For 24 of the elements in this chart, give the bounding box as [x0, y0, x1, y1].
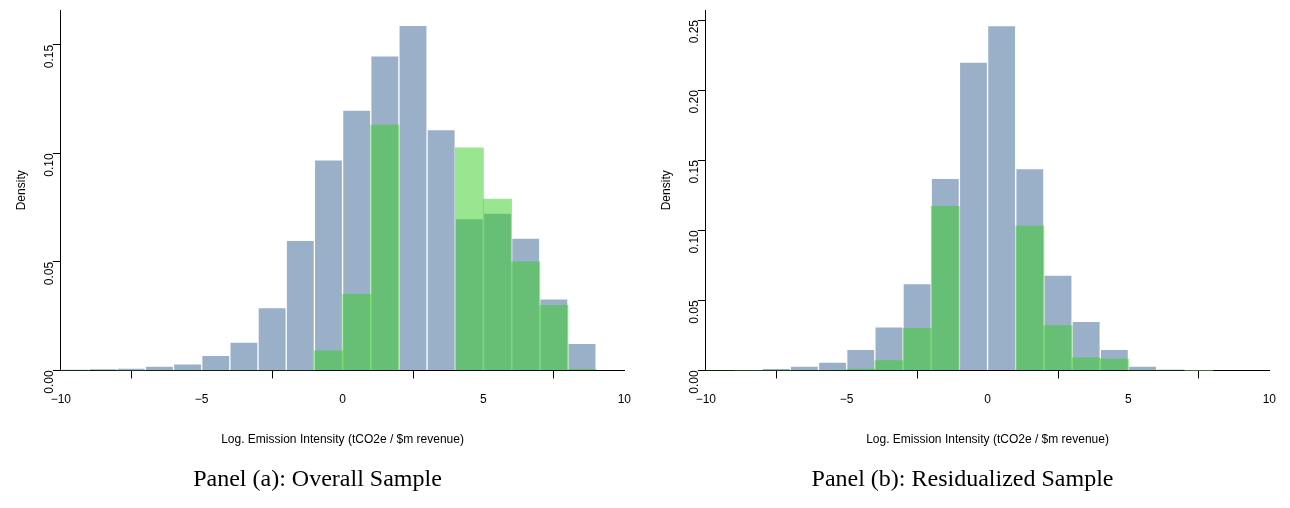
- x-tick-label: −5: [839, 391, 854, 406]
- y-tick-label: 0.15: [42, 44, 57, 69]
- y-tick-label: 0.00: [687, 370, 702, 394]
- y-tick-label: 0.15: [687, 159, 702, 184]
- y-tick-label: 0.10: [42, 153, 57, 177]
- x-tick-label: 10: [617, 391, 632, 406]
- y-tick-label: 0.20: [687, 89, 702, 114]
- x-tick-label: 5: [1125, 391, 1133, 406]
- x-tick-label: −5: [194, 391, 209, 406]
- x-tick-label: 0: [984, 391, 992, 406]
- x-axis-title: Log. Emission Intensity (tCO2e / $m revenue): [866, 432, 1109, 447]
- x-tick-label: 10: [1262, 391, 1277, 406]
- text: Panel (b): Residualized Sample: [811, 464, 1114, 491]
- y-tick-label: 0.05: [687, 300, 702, 324]
- x-axis-title: Log. Emission Intensity (tCO2e / $m revenue): [221, 432, 464, 447]
- text: Panel (a): Overall Sample: [193, 464, 442, 491]
- y-tick-label: 0.10: [687, 229, 702, 254]
- y-tick-label: 0.25: [687, 19, 702, 44]
- y-tick-label: 0.05: [42, 261, 57, 286]
- y-axis-title: Density: [658, 170, 673, 211]
- y-axis-title: Density: [13, 170, 28, 211]
- y-tick-label: 0.00: [42, 370, 57, 394]
- x-tick-label: 0: [339, 391, 347, 406]
- x-tick-label: 5: [480, 391, 488, 406]
